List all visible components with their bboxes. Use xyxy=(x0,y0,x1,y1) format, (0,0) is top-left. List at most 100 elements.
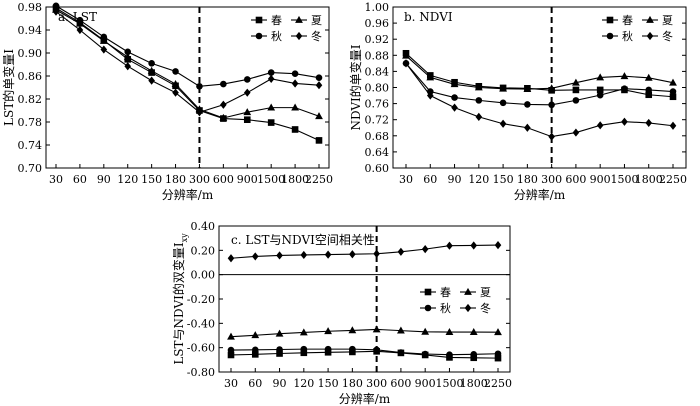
x-tick-label: 600 xyxy=(565,173,586,186)
x-tick-label: 90 xyxy=(448,173,462,186)
data-point xyxy=(276,251,283,260)
y-tick-label: 0.74 xyxy=(18,139,43,152)
chart-1: 0.70 0.74 0.78 0.82 0.86 0.90 0.94 0.98 30 60 90 12… xyxy=(1,1,333,202)
data-point xyxy=(402,51,410,59)
legend-item: 夏 xyxy=(460,286,491,299)
series-3 xyxy=(52,2,323,90)
data-point xyxy=(572,86,580,94)
y-tick-label: -0.80 xyxy=(187,366,215,379)
data-point xyxy=(548,101,555,109)
data-point xyxy=(349,345,356,353)
y-axis-label: LST的单变量I xyxy=(1,49,16,126)
legend: 春 夏秋 冬 xyxy=(602,14,673,43)
x-tick-label: 180 xyxy=(165,173,186,186)
data-point xyxy=(220,100,227,109)
x-tick-label: 1500 xyxy=(610,173,638,186)
data-point xyxy=(373,249,380,258)
series-line xyxy=(55,7,320,141)
y-axis-label: NDVI的单变量I xyxy=(348,44,363,130)
data-point xyxy=(620,72,629,80)
data-point xyxy=(397,247,405,256)
data-point xyxy=(446,241,453,250)
data-point xyxy=(267,74,275,83)
x-tick-label: 150 xyxy=(318,377,339,390)
plot-frame xyxy=(45,6,330,169)
series-3 xyxy=(227,345,502,359)
data-point xyxy=(644,73,653,81)
data-point xyxy=(572,128,580,137)
data-point xyxy=(451,103,458,112)
legend-item: 冬 xyxy=(291,29,322,43)
data-point xyxy=(243,88,251,97)
data-point xyxy=(99,36,108,44)
legend-marker xyxy=(255,32,263,40)
series-4 xyxy=(52,7,323,117)
x-tick-label: 150 xyxy=(493,173,514,186)
data-point xyxy=(426,91,434,100)
legend-label: 秋 xyxy=(440,301,451,315)
data-point xyxy=(148,60,155,67)
data-point xyxy=(291,126,299,133)
data-point xyxy=(171,79,180,87)
legend-marker xyxy=(295,15,303,23)
data-point xyxy=(243,108,252,116)
legend: 春 夏秋 冬 xyxy=(420,286,491,315)
legend-label: 秋 xyxy=(622,29,633,43)
legend-marker xyxy=(295,31,303,41)
data-point xyxy=(251,331,260,339)
chart-3: -0.80 -0.60 -0.40 -0.20 0.00 0.20 0.40 30 60 90 12… xyxy=(171,220,512,406)
panel-title: a. LST xyxy=(58,10,97,24)
data-point xyxy=(243,116,251,123)
data-point xyxy=(572,78,580,86)
data-point xyxy=(243,76,251,83)
data-point xyxy=(596,86,604,94)
data-point xyxy=(300,345,308,353)
panel-title: b. NDVI xyxy=(404,10,453,24)
y-tick-label: 0.70 xyxy=(18,162,43,175)
data-point xyxy=(421,327,430,335)
legend-label: 春 xyxy=(271,14,282,27)
series-line xyxy=(230,348,499,356)
x-tick-label: 600 xyxy=(213,173,234,186)
legend-item: 春 xyxy=(251,14,282,27)
x-tick-label: 1500 xyxy=(257,173,285,186)
data-point xyxy=(52,2,60,10)
legend-label: 冬 xyxy=(662,29,673,43)
data-point xyxy=(596,73,605,81)
y-tick-label: 0.76 xyxy=(365,98,390,111)
legend-marker xyxy=(424,288,432,296)
data-point xyxy=(596,91,604,99)
legend-item: 冬 xyxy=(642,29,673,43)
x-tick-label: 120 xyxy=(293,377,314,390)
y-tick-label: -0.20 xyxy=(187,293,215,306)
x-tick-label: 30 xyxy=(399,173,413,186)
data-point xyxy=(645,86,653,94)
x-tick-label: 180 xyxy=(517,173,538,186)
legend-label: 夏 xyxy=(662,14,673,27)
x-tick-label: 90 xyxy=(273,377,287,390)
data-point xyxy=(669,93,677,101)
data-point xyxy=(445,327,454,335)
data-point xyxy=(196,108,203,117)
x-tick-label: 150 xyxy=(141,173,162,186)
y-tick-label: 0.72 xyxy=(365,114,390,127)
legend-label: 冬 xyxy=(311,29,322,43)
x-tick-label: 60 xyxy=(73,173,87,186)
data-point xyxy=(227,346,235,354)
data-point xyxy=(315,112,323,120)
data-point xyxy=(251,346,259,354)
legend-item: 夏 xyxy=(642,14,673,27)
data-point xyxy=(267,119,275,126)
y-tick-label: 0.20 xyxy=(191,244,216,257)
series-line xyxy=(55,5,320,87)
y-tick-label: 0.92 xyxy=(365,33,390,46)
series-4 xyxy=(227,241,502,263)
y-tick-label: 0.00 xyxy=(191,269,216,282)
series-3 xyxy=(402,60,677,109)
x-tick-label: 30 xyxy=(49,173,63,186)
data-point xyxy=(324,345,332,353)
data-point xyxy=(621,85,628,93)
data-point xyxy=(124,62,132,71)
data-point xyxy=(373,346,380,354)
data-point xyxy=(421,245,429,254)
